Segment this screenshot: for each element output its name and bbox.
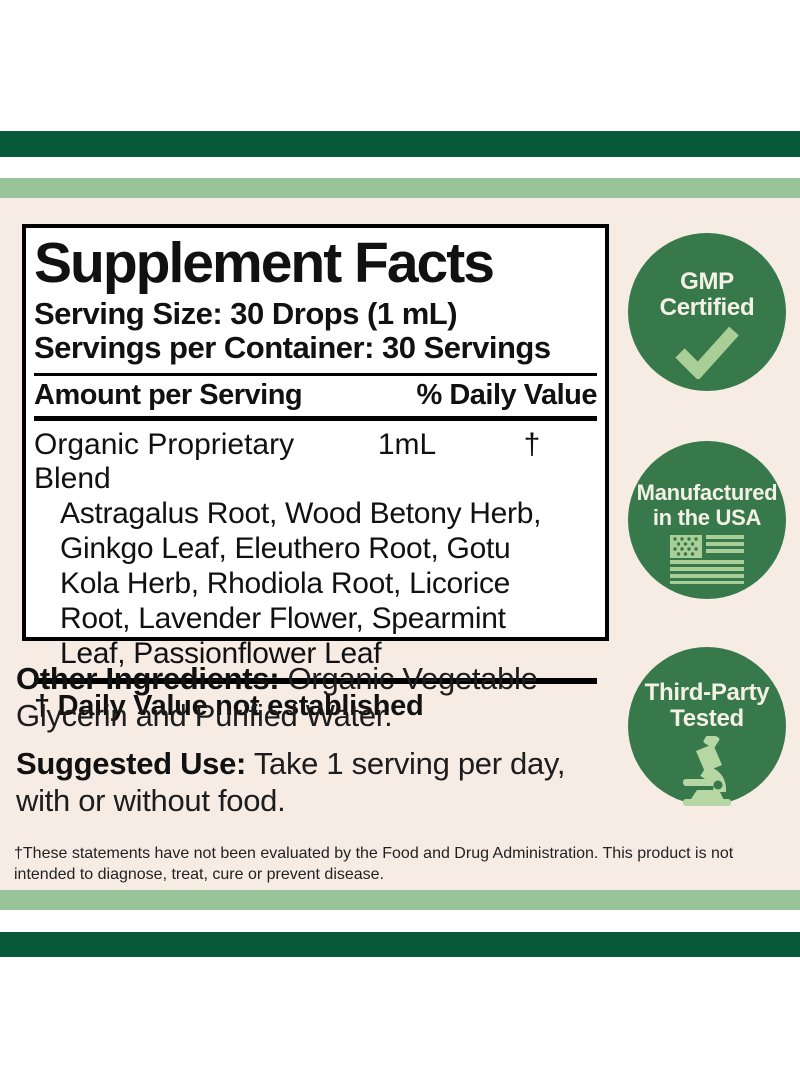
gmp-certified-badge: GMP Certified — [628, 233, 786, 391]
blend-amount: 1mL — [377, 428, 437, 462]
blend-ingredient-line: Astragalus Root, Wood Betony Herb, — [60, 497, 542, 531]
microscope-icon — [628, 732, 786, 813]
suggested-use-paragraph: Suggested Use: Take 1 serving per day, w… — [16, 745, 618, 819]
suggested-use-label: Suggested Use: — [16, 746, 247, 781]
blend-ingredient-line: Kola Herb, Rhodiola Root, Licorice — [60, 567, 511, 601]
blend-ingredient-list: Astragalus Root, Wood Betony Herb, Ginkg… — [34, 496, 597, 671]
usa-badge-line2: in the USA — [652, 505, 762, 530]
blend-ingredient-line: Root, Lavender Flower, Spearmint — [60, 602, 506, 636]
blend-ingredient-line: Leaf, Passionflower Leaf — [60, 637, 382, 671]
checkmark-icon — [628, 325, 786, 386]
bottom-dark-green-stripe — [0, 932, 800, 957]
fda-disclaimer-line: †These statements have not been evaluate… — [14, 845, 734, 862]
tested-badge-line1: Third-Party — [644, 679, 770, 706]
bottom-light-green-stripe — [0, 890, 800, 910]
serving-size: Serving Size: 30 Drops (1 mL) — [34, 296, 458, 332]
facts-header-row: Amount per Serving % Daily Value — [34, 373, 598, 422]
usa-flag-icon — [628, 534, 786, 590]
servings-per-container: Servings per Container: 30 Servings — [34, 330, 551, 366]
daily-value-header: % Daily Value — [416, 379, 598, 412]
supplement-facts-panel: Supplement Facts Serving Size: 30 Drops … — [22, 224, 609, 722]
suggested-use-text: Take 1 serving per day, with or without … — [16, 746, 566, 818]
usa-badge-line1: Manufactured — [636, 480, 778, 505]
blend-row: Organic Proprietary Blend 1mL † — [34, 428, 597, 496]
gmp-badge-line2: Certified — [659, 294, 755, 321]
fda-disclaimer-line: intended to diagnose, treat, cure or pre… — [14, 866, 385, 883]
other-ingredients-paragraph: Other Ingredients: Organic Vegetable Gly… — [16, 660, 618, 734]
daily-value-footnote: † Daily Value not established — [34, 678, 597, 729]
other-ingredients-label: Other Ingredients: — [16, 661, 280, 696]
supplement-facts-title: Supplement Facts — [34, 231, 495, 295]
fda-disclaimer: †These statements have not been evaluate… — [14, 843, 792, 885]
gmp-badge-line1: GMP — [680, 268, 734, 295]
amount-per-serving-header: Amount per Serving — [34, 379, 303, 412]
made-in-usa-badge: Manufactured in the USA — [628, 441, 786, 599]
blend-name: Organic Proprietary Blend — [34, 428, 295, 496]
blend-daily-value: † — [523, 428, 541, 462]
third-party-tested-badge: Third-Party Tested — [628, 647, 786, 806]
top-light-green-stripe — [0, 178, 800, 198]
tested-badge-line2: Tested — [670, 705, 744, 732]
blend-ingredient-line: Ginkgo Leaf, Eleuthero Root, Gotu — [60, 532, 511, 566]
other-ingredients-text: Organic Vegetable Glycerin and Purified … — [16, 661, 538, 733]
top-dark-green-stripe — [0, 131, 800, 157]
